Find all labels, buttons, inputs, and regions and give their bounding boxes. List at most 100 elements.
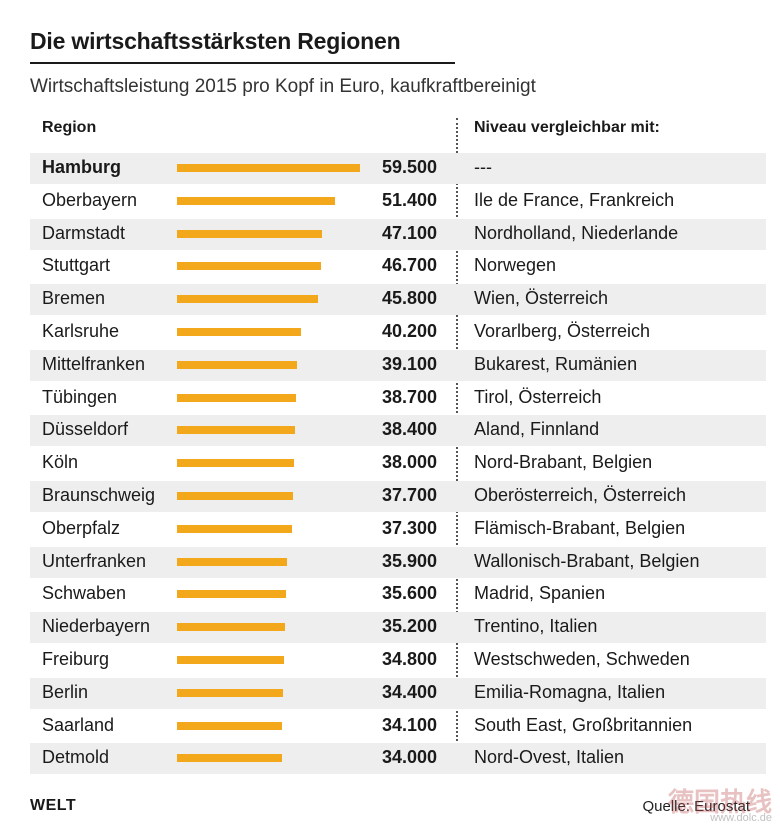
value-label: 45.800 bbox=[381, 288, 437, 309]
comparison-label: South East, Großbritannien bbox=[474, 714, 693, 735]
table-row: Darmstadt 47.100 Nordholland, Niederlande bbox=[30, 218, 766, 250]
comparison-label: Norwegen bbox=[474, 255, 557, 276]
comparison-label: --- bbox=[474, 157, 492, 177]
comparison-label: Aland, Finnland bbox=[474, 419, 600, 440]
comparison-label: Bukarest, Rumänien bbox=[474, 353, 638, 374]
bar bbox=[177, 164, 360, 172]
region-label: Freiburg bbox=[42, 649, 110, 669]
welt-logo: WELT bbox=[30, 797, 77, 814]
table-row: Niederbayern 35.200 Trentino, Italien bbox=[30, 612, 766, 644]
region-label: Mittelfranken bbox=[42, 353, 146, 374]
comparison-label: Vorarlberg, Österreich bbox=[474, 321, 651, 341]
value-label: 38.400 bbox=[381, 419, 437, 440]
bar bbox=[177, 557, 288, 566]
bar bbox=[177, 393, 297, 402]
bar bbox=[177, 295, 318, 304]
bar bbox=[177, 229, 322, 238]
value-label: 39.100 bbox=[381, 353, 437, 374]
bar bbox=[177, 360, 298, 369]
comparison-label: Nord-Brabant, Belgien bbox=[474, 452, 653, 473]
bar bbox=[177, 459, 294, 468]
value-label: 37.300 bbox=[381, 517, 437, 538]
comparison-label: Ile de France, Frankreich bbox=[474, 189, 675, 210]
bar bbox=[177, 721, 282, 730]
region-label: Saarland bbox=[42, 714, 115, 735]
bar bbox=[177, 492, 293, 500]
bar bbox=[177, 590, 287, 599]
value-label: 34.400 bbox=[381, 681, 437, 702]
table-row: Berlin 34.400 Emilia-Romagna, Italien bbox=[30, 677, 766, 709]
comparison-label: Tirol, Österreich bbox=[474, 386, 602, 407]
region-label: Hamburg bbox=[42, 157, 122, 177]
value-label: 34.800 bbox=[381, 649, 437, 669]
region-label: Köln bbox=[42, 452, 79, 473]
bar bbox=[177, 524, 292, 533]
region-label: Detmold bbox=[42, 747, 110, 768]
region-label: Braunschweig bbox=[42, 485, 156, 505]
table-row: Unterfranken 35.900 Wallonisch-Brabant, Be… bbox=[30, 546, 766, 578]
table-row: Freiburg 34.800 Westschweden, Schweden bbox=[30, 645, 766, 676]
comparison-label: Flämisch-Brabant, Belgien bbox=[474, 517, 686, 538]
bar bbox=[177, 623, 286, 632]
table-row: Detmold 34.000 Nord-Ovest, Italien bbox=[30, 743, 766, 775]
region-label: Berlin bbox=[42, 681, 89, 702]
comparison-label: Emilia-Romagna, Italien bbox=[474, 681, 666, 702]
value-label: 47.100 bbox=[381, 222, 437, 243]
watermark-url: www.dolc.de bbox=[710, 812, 772, 824]
region-label: Oberbayern bbox=[42, 189, 138, 210]
value-label: 51.400 bbox=[381, 189, 437, 210]
table-row: Mittelfranken 39.100 Bukarest, Rumänien bbox=[30, 349, 766, 381]
value-label: 40.200 bbox=[381, 321, 437, 341]
region-label: Tübingen bbox=[42, 386, 118, 407]
table-row: Braunschweig 37.700 Oberösterreich, Österr… bbox=[30, 481, 766, 512]
value-label: 59.500 bbox=[381, 157, 437, 177]
value-label: 35.600 bbox=[381, 583, 437, 604]
bar bbox=[177, 262, 321, 271]
table-row: Köln 38.000 Nord-Brabant, Belgien bbox=[30, 448, 766, 479]
value-label: 34.000 bbox=[381, 747, 437, 768]
value-label: 34.100 bbox=[381, 714, 437, 735]
region-label: Oberpfalz bbox=[42, 517, 121, 538]
value-label: 37.700 bbox=[381, 485, 437, 505]
value-label: 38.000 bbox=[381, 452, 437, 473]
table-row: Hamburg 59.500 --- bbox=[30, 153, 766, 184]
region-label: Schwaben bbox=[42, 583, 127, 604]
value-label: 35.900 bbox=[381, 550, 437, 571]
table-row: Karlsruhe 40.200 Vorarlberg, Österreich bbox=[30, 317, 766, 348]
source-note: Quelle: Eurostat bbox=[642, 798, 750, 815]
chart-title: Die wirtschaftsstärksten Regionen bbox=[30, 28, 401, 54]
table-row: Oberpfalz 37.300 Flämisch-Brabant, Belgien bbox=[30, 514, 766, 545]
region-label: Darmstadt bbox=[42, 222, 126, 243]
table-row: Tübingen 38.700 Tirol, Österreich bbox=[30, 383, 766, 414]
region-label: Karlsruhe bbox=[42, 321, 120, 341]
bar bbox=[177, 426, 296, 435]
comparison-label: Wien, Österreich bbox=[474, 288, 609, 309]
region-label: Unterfranken bbox=[42, 550, 147, 571]
value-label: 35.200 bbox=[381, 616, 437, 637]
watermark-logo: 德国热线 bbox=[667, 788, 772, 818]
column-header-region: Region bbox=[42, 119, 97, 136]
region-label: Niederbayern bbox=[42, 616, 151, 637]
comparison-label: Westschweden, Schweden bbox=[474, 649, 690, 669]
table-row: Saarland 34.100 South East, Großbritannien bbox=[30, 711, 766, 742]
value-label: 38.700 bbox=[381, 386, 437, 407]
bar bbox=[177, 196, 336, 205]
comparison-label: Nordholland, Niederlande bbox=[474, 222, 679, 243]
region-label: Stuttgart bbox=[42, 255, 111, 276]
bar bbox=[177, 754, 282, 763]
comparison-label: Wallonisch-Brabant, Belgien bbox=[474, 550, 700, 571]
chart-subtitle: Wirtschaftsleistung 2015 pro Kopf in Eur… bbox=[30, 76, 536, 97]
value-label: 46.700 bbox=[381, 255, 437, 276]
bar bbox=[177, 656, 285, 664]
table-row: Schwaben 35.600 Madrid, Spanien bbox=[30, 579, 766, 610]
bar bbox=[177, 688, 283, 697]
comparison-label: Nord-Ovest, Italien bbox=[474, 747, 625, 768]
table-row: Oberbayern 51.400 Ile de France, Frankreic… bbox=[30, 186, 766, 217]
region-label: Bremen bbox=[42, 288, 106, 309]
bar bbox=[177, 328, 301, 336]
table-row: Bremen 45.800 Wien, Österreich bbox=[30, 284, 766, 316]
comparison-label: Oberösterreich, Österreich bbox=[474, 485, 687, 505]
comparison-label: Trentino, Italien bbox=[474, 616, 598, 637]
column-header-compare: Niveau vergleichbar mit: bbox=[474, 119, 660, 136]
comparison-label: Madrid, Spanien bbox=[474, 583, 606, 604]
